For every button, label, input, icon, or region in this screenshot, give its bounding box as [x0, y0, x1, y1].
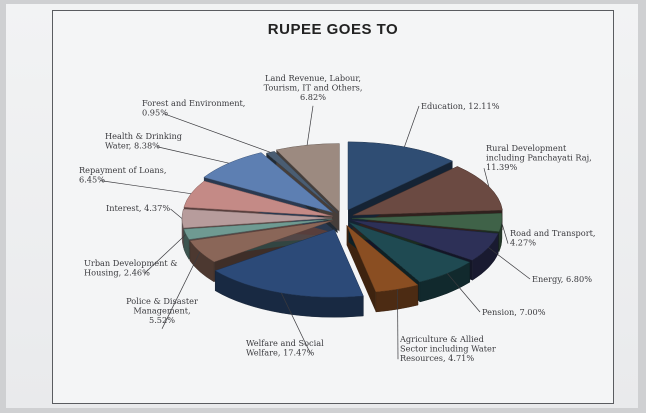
- slice-label: Pension, 7.00%: [482, 307, 546, 317]
- slice-label-line: Welfare and Social: [246, 338, 324, 348]
- leader-line: [488, 247, 531, 280]
- slice-label-line: 4.27%: [510, 238, 536, 248]
- chart-title: RUPEE GOES TO: [267, 21, 399, 38]
- slice-label: Interest, 4.37%: [106, 203, 170, 213]
- slice-label: Land Revenue, Labour, Tourism, IT and Oth…: [264, 73, 363, 102]
- leader-line: [404, 105, 420, 147]
- leader-line: [306, 105, 314, 146]
- slice-label-line: including Panchayati Raj,: [486, 153, 592, 163]
- leader-line: [143, 234, 187, 274]
- slice-label-line: Sector including Water: [400, 344, 496, 354]
- leader-line: [163, 113, 271, 153]
- pie-slice: [347, 141, 454, 211]
- slice-label: Education, 12.11%: [421, 101, 500, 111]
- slice-label-line: Housing, 2.46%: [84, 268, 150, 278]
- leader-line: [156, 146, 229, 164]
- pie-slice: [351, 212, 503, 232]
- slice-label-line: Pension, 7.00%: [482, 307, 546, 317]
- slice-label-line: 5.52%: [149, 315, 175, 325]
- pie-slice: [351, 219, 499, 261]
- leader-line: [483, 168, 490, 187]
- slice-label-line: Welfare, 17.47%: [246, 348, 315, 358]
- slice-label: Agriculture & Allied Sector including Wat…: [399, 334, 496, 363]
- slice-label-line: Rural Development: [486, 143, 567, 153]
- slice-label-line: 6.45%: [79, 175, 105, 185]
- leader-line: [501, 222, 509, 244]
- leader-line: [170, 208, 183, 219]
- slice-label-line: Education, 12.11%: [421, 101, 500, 111]
- leader-line: [100, 180, 192, 195]
- slice-label-line: Resources, 4.71%: [400, 353, 474, 363]
- pie-slice: [183, 180, 333, 217]
- slice-label: Police & Disaster Management, 5.52%: [126, 296, 198, 325]
- slice-label: Road and Transport, 4.27%: [510, 228, 596, 248]
- slice-label: Forest and Environment, 0.95%: [142, 98, 245, 118]
- slice-label-line: Management,: [133, 306, 190, 316]
- slice-label: Welfare and Social Welfare, 17.47%: [246, 338, 324, 358]
- leader-line: [280, 292, 311, 354]
- slice-label: Urban Development & Housing, 2.46%: [84, 258, 178, 278]
- slice-label-line: Interest, 4.37%: [106, 203, 170, 213]
- slice-label-line: Water, 8.38%: [105, 141, 160, 151]
- pie-slice: [181, 208, 333, 229]
- pie-slice: [275, 143, 340, 213]
- slice-label-line: Police & Disaster: [126, 296, 198, 306]
- pie-slice: [346, 225, 419, 293]
- slice-label-line: 11.39%: [486, 162, 517, 172]
- slice-label-line: 0.95%: [142, 108, 168, 118]
- leader-line: [447, 273, 481, 313]
- slice-label-line: Health & Drinking: [105, 131, 182, 141]
- slice-label: Rural Development including Panchayati Ra…: [486, 143, 592, 172]
- slice-label-line: Tourism, IT and Others,: [264, 83, 363, 93]
- slice-label: Health & Drinking Water, 8.38%: [105, 131, 182, 151]
- slice-label-line: Repayment of Loans,: [79, 165, 166, 175]
- slice-label-line: Forest and Environment,: [142, 98, 245, 108]
- pie-slice: [214, 229, 364, 298]
- slice-label-line: Land Revenue, Labour,: [265, 73, 361, 83]
- slice-label-line: 6.82%: [300, 92, 326, 102]
- slice-label-line: Agriculture & Allied: [399, 334, 484, 344]
- pie-slice: [348, 221, 471, 283]
- slice-label: Repayment of Loans, 6.45%: [79, 165, 166, 185]
- slice-label: Energy, 6.80%: [532, 274, 592, 284]
- slice-label-line: Urban Development &: [84, 258, 178, 268]
- slice-label-line: Road and Transport,: [510, 228, 596, 238]
- leader-line: [161, 251, 201, 329]
- slice-label-line: Energy, 6.80%: [532, 274, 592, 284]
